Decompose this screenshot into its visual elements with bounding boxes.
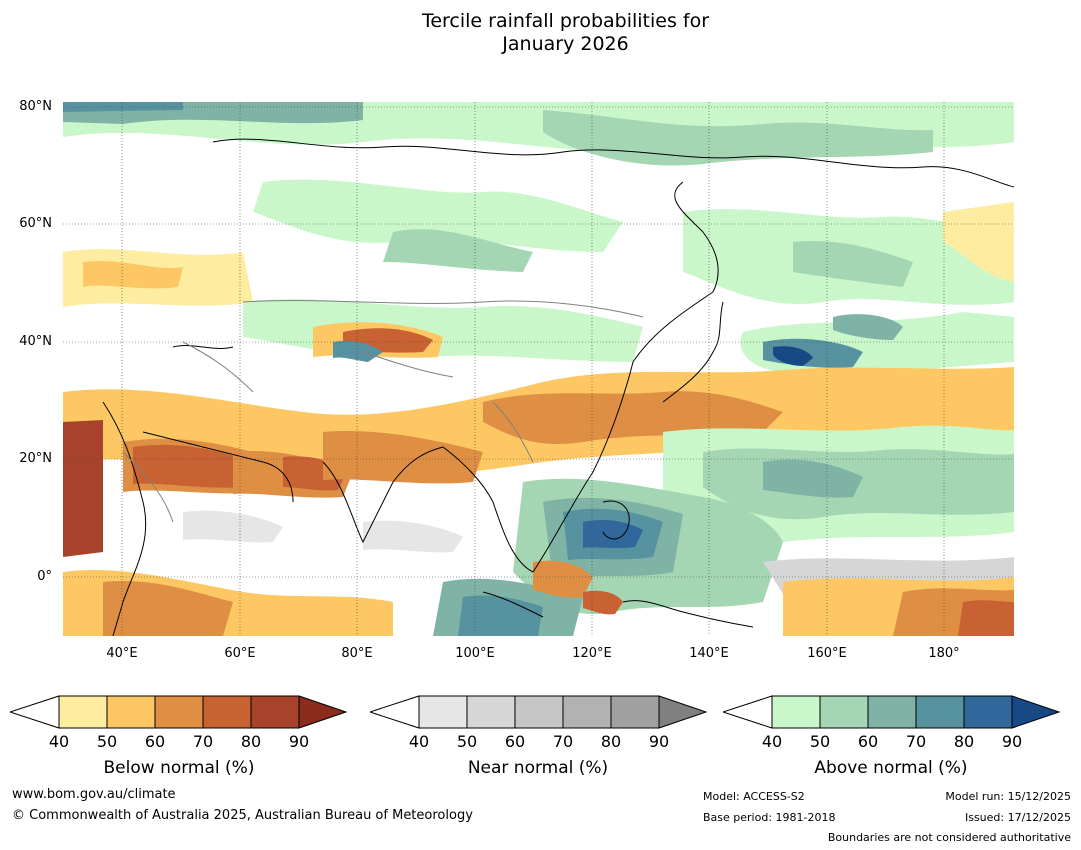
cb-above-swatch-2 xyxy=(819,695,869,729)
cb-near-swatch-1 xyxy=(418,695,468,729)
lat-label-20n: 20°N xyxy=(19,451,52,466)
title-line-1: Tercile rainfall probabilities for xyxy=(421,10,710,32)
cb-below-tick-50: 50 xyxy=(96,732,118,751)
lon-label-120e: 120°E xyxy=(572,646,612,661)
lat-label-80n: 80°N xyxy=(19,99,52,114)
cb-below-swatch-2 xyxy=(106,695,156,729)
issued-text: Issued: 17/12/2025 xyxy=(964,811,1071,824)
near-normal-colorbar xyxy=(370,695,708,729)
cb-below-swatch-6 xyxy=(298,695,348,729)
lon-label-60e: 60°E xyxy=(224,646,256,661)
cb-below-tick-70: 70 xyxy=(192,732,214,751)
map-title: Tercile rainfall probabilities for Janua… xyxy=(0,10,1081,56)
cb-above-swatch-1 xyxy=(771,695,821,729)
cb-near-tick-90: 90 xyxy=(648,732,670,751)
lon-label-80e: 80°E xyxy=(341,646,373,661)
cb-near-tick-80: 80 xyxy=(600,732,622,751)
cb-below-swatch-5 xyxy=(250,695,300,729)
cb-below-tick-90: 90 xyxy=(288,732,310,751)
lat-label-60n: 60°N xyxy=(19,216,52,231)
copyright-text: © Commonwealth of Australia 2025, Austra… xyxy=(12,808,473,823)
lat-label-0: 0° xyxy=(37,569,52,584)
cb-below-swatch-4 xyxy=(202,695,252,729)
cb-above-tick-40: 40 xyxy=(761,732,783,751)
cb-above-swatch-5 xyxy=(963,695,1013,729)
base-period-text: Base period: 1981-2018 xyxy=(703,811,836,824)
cb-above-tick-90: 90 xyxy=(1001,732,1023,751)
cb-near-swatch-2 xyxy=(466,695,516,729)
cb-near-tick-40: 40 xyxy=(408,732,430,751)
below-normal-colorbar xyxy=(10,695,348,729)
cb-near-tick-60: 60 xyxy=(504,732,526,751)
lon-label-180: 180° xyxy=(928,646,960,661)
rainfall-probability-map xyxy=(63,102,1014,636)
cb-below-tick-80: 80 xyxy=(240,732,262,751)
cb-near-swatch-4 xyxy=(562,695,612,729)
lat-label-40n: 40°N xyxy=(19,334,52,349)
title-line-2: January 2026 xyxy=(502,33,629,55)
cb-above-tick-80: 80 xyxy=(953,732,975,751)
lon-label-140e: 140°E xyxy=(689,646,729,661)
boundaries-disclaimer: Boundaries are not considered authoritat… xyxy=(827,831,1071,844)
cb-below-swatch-0 xyxy=(10,695,60,729)
cb-below-tick-40: 40 xyxy=(48,732,70,751)
cb-above-tick-50: 50 xyxy=(809,732,831,751)
model-run-text: Model run: 15/12/2025 xyxy=(945,790,1071,803)
lon-label-160e: 160°E xyxy=(807,646,847,661)
bom-url-link[interactable]: www.bom.gov.au/climate xyxy=(12,787,176,802)
cb-near-swatch-6 xyxy=(658,695,708,729)
cb-above-swatch-4 xyxy=(915,695,965,729)
cb-below-swatch-3 xyxy=(154,695,204,729)
cb-near-swatch-3 xyxy=(514,695,564,729)
cb-near-swatch-5 xyxy=(610,695,660,729)
cb-above-tick-70: 70 xyxy=(905,732,927,751)
cb-above-tick-60: 60 xyxy=(857,732,879,751)
above-normal-label: Above normal (%) xyxy=(814,758,968,778)
cb-near-tick-70: 70 xyxy=(552,732,574,751)
model-text: Model: ACCESS-S2 xyxy=(703,790,805,803)
cb-below-tick-60: 60 xyxy=(144,732,166,751)
lon-label-100e: 100°E xyxy=(455,646,495,661)
cb-near-swatch-0 xyxy=(370,695,420,729)
cb-above-swatch-0 xyxy=(723,695,773,729)
below-normal-label: Below normal (%) xyxy=(103,758,255,778)
above-normal-colorbar xyxy=(723,695,1061,729)
cb-above-swatch-3 xyxy=(867,695,917,729)
cb-near-tick-50: 50 xyxy=(456,732,478,751)
lon-label-40e: 40°E xyxy=(106,646,138,661)
cb-below-swatch-1 xyxy=(58,695,108,729)
cb-above-swatch-6 xyxy=(1011,695,1061,729)
near-normal-label: Near normal (%) xyxy=(467,758,609,778)
map-field xyxy=(63,102,1014,636)
